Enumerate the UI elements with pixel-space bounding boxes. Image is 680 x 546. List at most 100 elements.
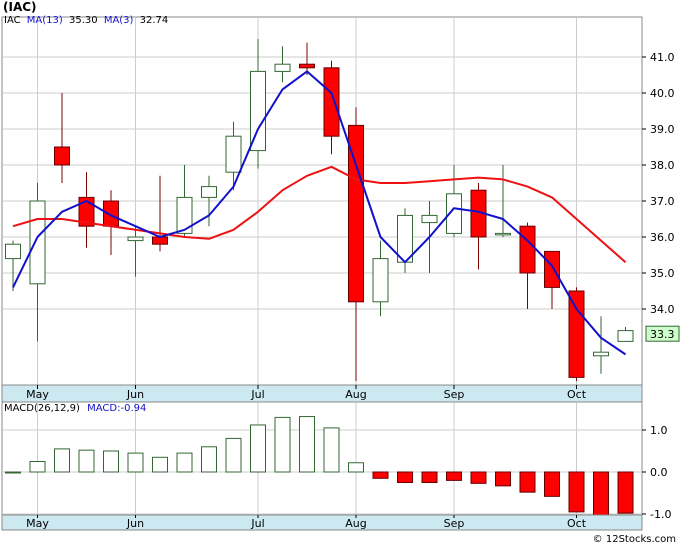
price-y-tick-label: 35.0 (650, 267, 675, 280)
macd-bar-negative (397, 471, 413, 483)
macd-bar-negative (544, 471, 560, 497)
candle-body-down (544, 250, 560, 288)
macd-bar-negative (421, 471, 438, 483)
candle-body-down (78, 196, 95, 227)
price-y-tick-label: 34.0 (650, 303, 675, 316)
candle-body-up (274, 63, 291, 72)
candle-body-up (29, 200, 46, 285)
candle-body-up (495, 232, 511, 236)
candle-body-down (323, 67, 340, 137)
last-price-marker: 33.3 (645, 325, 680, 342)
macd-x-axis-band (1, 514, 643, 531)
price-y-tick-label: 38.0 (650, 159, 675, 172)
credit-text: © 12Stocks.com (592, 534, 676, 545)
macd-bar-positive (54, 448, 70, 473)
macd-bar-negative (519, 471, 536, 493)
macd-bar-positive (127, 452, 144, 473)
price-x-tick-label: Oct (567, 388, 587, 401)
macd-bar-positive (250, 424, 266, 473)
macd-bars (5, 416, 634, 517)
price-y-tick-label: 36.0 (650, 231, 675, 244)
chart-title: (IAC) (3, 0, 37, 14)
candle-body-up (176, 196, 193, 234)
macd-bar-positive (201, 446, 217, 473)
candle-body-up (201, 186, 217, 198)
macd-panel: -1.0 0.0 1.0 May Jun Jul Aug Sep Oct (1, 401, 671, 531)
candle-body-down (103, 200, 119, 227)
macd-bar-negative (495, 471, 511, 487)
candle-body-up (446, 193, 462, 234)
legend-ma13-value: 35.30 (68, 15, 98, 26)
candle-body-up (250, 70, 266, 152)
macd-bar-positive (348, 462, 364, 473)
macd-bar-negative (446, 471, 462, 481)
macd-x-tick-label: May (26, 517, 49, 530)
macd-bar-positive (5, 471, 21, 474)
ma3-line (12, 70, 627, 356)
macd-y-axis: -1.0 0.0 1.0 (642, 424, 671, 521)
candle-body-up (397, 214, 413, 263)
ma13-line (12, 165, 627, 263)
last-price-label: 33.3 (650, 328, 675, 341)
macd-bar-positive (103, 450, 119, 473)
price-y-axis: 34.0 35.0 36.0 37.0 38.0 39.0 40.0 41.0 (642, 51, 675, 316)
macd-x-tick-label: Oct (567, 517, 587, 530)
price-candles (5, 39, 634, 381)
candle-body-down (568, 290, 585, 378)
price-x-axis-band (1, 384, 643, 403)
legend-macd-label: MACD(26,12,9) (4, 403, 80, 414)
candle-body-up (617, 330, 634, 342)
macd-bar-positive (274, 416, 291, 473)
macd-x-tick-label: Sep (444, 517, 465, 530)
price-y-tick-label: 40.0 (650, 87, 675, 100)
macd-panel-frame (1, 401, 643, 516)
candle-body-up (127, 236, 144, 242)
macd-bar-positive (29, 461, 46, 473)
price-x-tick-label: Aug (345, 388, 366, 401)
legend-macd-value: MACD:-0.94 (87, 403, 147, 414)
macd-bar-negative (593, 471, 609, 517)
price-y-tick-label: 37.0 (650, 195, 675, 208)
macd-bar-positive (299, 416, 315, 473)
candle-body-down (519, 225, 536, 274)
macd-bar-positive (152, 456, 168, 473)
price-grid (2, 17, 642, 385)
price-x-tick-label: Jun (126, 388, 144, 401)
macd-bar-negative (568, 471, 585, 513)
macd-x-tick-label: Aug (345, 517, 366, 530)
macd-bar-positive (323, 427, 340, 473)
macd-bar-positive (78, 449, 95, 473)
price-x-tick-label: Jul (250, 388, 264, 401)
candle-body-down (54, 146, 70, 166)
last-price-box (645, 325, 680, 342)
price-y-tick-label: 39.0 (650, 123, 675, 136)
price-y-tick-label: 41.0 (650, 51, 675, 64)
candle-body-up (372, 258, 389, 303)
candle-body-down (152, 236, 168, 245)
macd-x-axis: May Jun Jul Aug Sep Oct (26, 515, 587, 530)
price-panel: 34.0 35.0 36.0 37.0 38.0 39.0 40.0 41.0 33.3 Ma… (1, 16, 680, 403)
macd-bar-negative (372, 471, 389, 479)
legend-ticker: IAC (4, 15, 21, 26)
legend-ma3-value: 32.74 (139, 15, 169, 26)
macd-y-tick-label: -1.0 (650, 508, 671, 521)
candle-body-up (225, 135, 242, 173)
price-x-tick-label: Sep (444, 388, 465, 401)
macd-bar-negative (470, 471, 487, 484)
candle-body-down (299, 63, 315, 69)
candle-body-up (5, 243, 21, 260)
macd-bar-positive (225, 437, 242, 473)
candle-body-up (593, 351, 609, 357)
price-x-axis: May Jun Jul Aug Sep Oct (26, 385, 587, 401)
legend-ma3-label: MA(3) (103, 15, 134, 26)
macd-bar-positive (176, 452, 193, 473)
candle-body-up (421, 214, 438, 224)
price-moving-averages (12, 70, 627, 356)
macd-y-tick-label: 0.0 (650, 466, 668, 479)
macd-x-tick-label: Jul (250, 517, 264, 530)
macd-x-tick-label: Jun (126, 517, 144, 530)
macd-y-tick-label: 1.0 (650, 424, 668, 437)
price-x-tick-label: May (26, 388, 49, 401)
price-legend: IAC MA(13) 35.30 MA(3) 32.74 (4, 15, 168, 26)
